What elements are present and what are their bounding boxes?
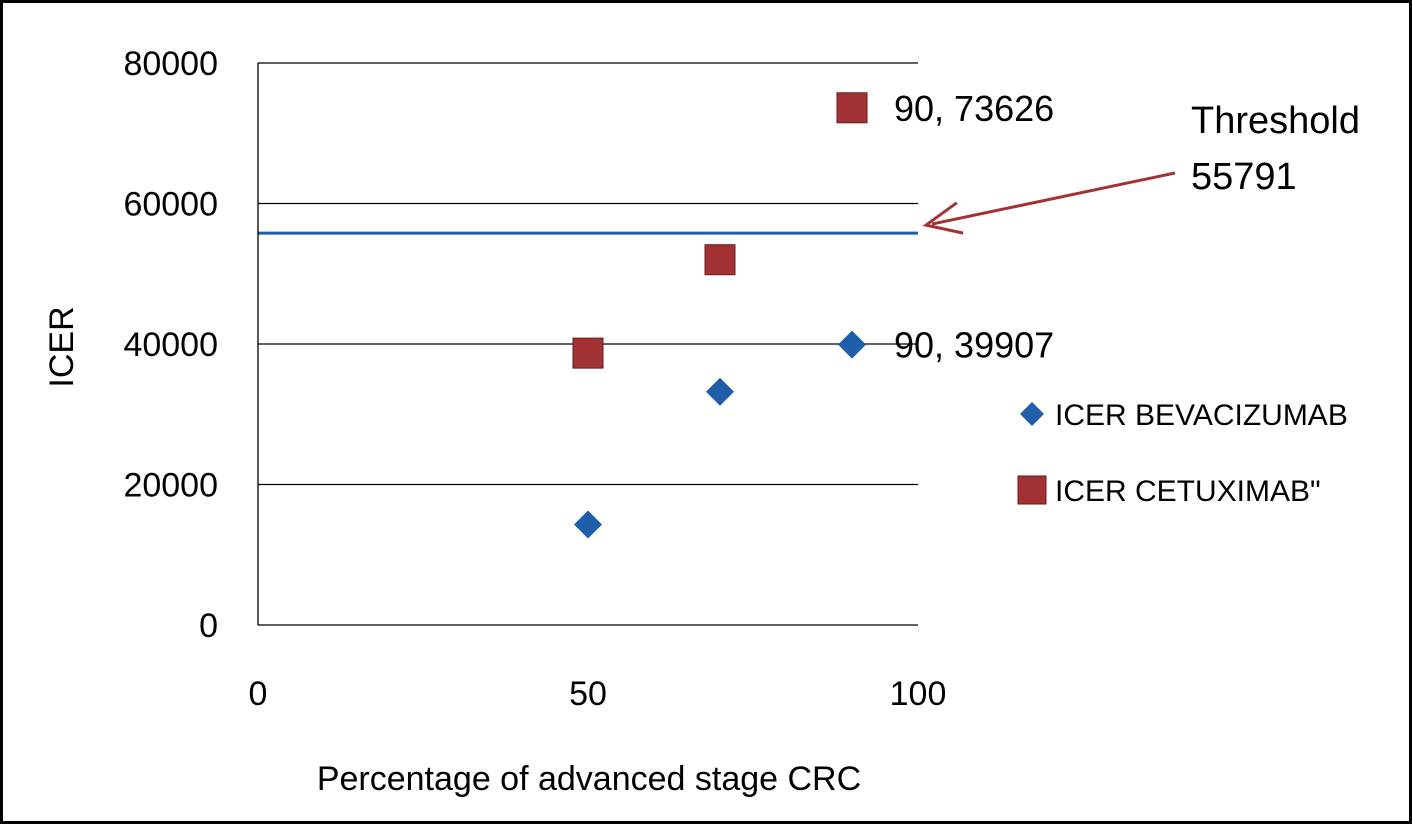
data-points (572, 92, 868, 539)
point-diamond-0-0 (574, 510, 602, 539)
legend-marker-0 (1020, 402, 1044, 426)
data-label-1: 90, 39907 (894, 325, 1054, 366)
legend-label-0: ICER BEVACIZUMAB (1055, 399, 1348, 432)
threshold-arrow (931, 171, 1176, 226)
grid-lines (258, 62, 918, 486)
x-tick-label-0: 0 (249, 675, 268, 713)
tick-labels: 0 20000 40000 60000 80000 0 50 100 (123, 45, 946, 713)
point-diamond-0-2 (838, 330, 866, 359)
y-tick-label-40000: 40000 (123, 326, 218, 364)
y-axis-title: ICER (43, 306, 81, 387)
y-tick-label-80000: 80000 (123, 45, 218, 83)
threshold-label-title: Threshold (1191, 100, 1360, 142)
point-diamond-0-1 (706, 377, 734, 406)
x-tick-label-100: 100 (890, 675, 947, 713)
axes (257, 63, 918, 626)
y-tick-label-0: 0 (199, 607, 218, 645)
legend-label-1: ICER CETUXIMAB" (1055, 475, 1321, 508)
y-tick-label-20000: 20000 (123, 467, 218, 505)
point-square-1-0 (572, 337, 604, 369)
x-axis-title: Percentage of advanced stage CRC (317, 760, 861, 798)
x-tick-label-50: 50 (569, 675, 607, 713)
threshold-label-value: 55791 (1191, 156, 1297, 198)
point-square-1-2 (836, 92, 868, 124)
y-tick-label-60000: 60000 (123, 186, 218, 224)
threshold-layer: Threshold 55791 (258, 100, 1360, 235)
point-square-1-1 (704, 244, 736, 276)
data-labels: 90, 73626 90, 39907 (894, 88, 1054, 366)
legend-marker-1 (1017, 475, 1047, 505)
threshold-arrow-head (922, 201, 964, 235)
legend: ICER BEVACIZUMAB ICER CETUXIMAB" (1017, 399, 1348, 508)
scatter-chart: Threshold 55791 0 20000 40000 60000 80000 0 50 1… (43, 45, 1360, 798)
data-label-0: 90, 73626 (894, 88, 1054, 129)
